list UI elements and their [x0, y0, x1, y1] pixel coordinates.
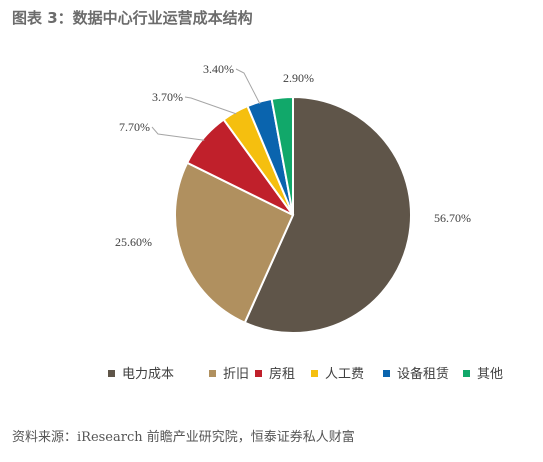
data-label-5: 3.40% — [203, 62, 234, 76]
legend: 电力成本 折旧 房租 人工费 设备租赁 其他 — [108, 366, 503, 382]
leader-line-3 — [151, 126, 205, 141]
data-label-4: 3.70% — [152, 90, 183, 104]
legend-swatch-6 — [463, 370, 470, 377]
leader-line-5 — [235, 68, 261, 105]
legend-label-2: 折旧 — [223, 367, 249, 382]
source-note: 资料来源：iResearch 前瞻产业研究院，恒泰证券私人财富 — [12, 430, 355, 445]
data-label-3: 7.70% — [119, 120, 150, 134]
legend-label-6: 其他 — [477, 367, 503, 382]
legend-swatch-3 — [255, 370, 262, 377]
data-labels: 56.70% 25.60% 7.70% 3.70% 3.40% 2.90% — [115, 62, 471, 249]
legend-swatch-4 — [311, 370, 318, 377]
legend-swatch-1 — [108, 370, 115, 377]
legend-label-5: 设备租赁 — [397, 366, 449, 382]
legend-swatch-2 — [209, 370, 216, 377]
data-label-6: 2.90% — [283, 71, 314, 85]
leader-lines — [151, 68, 261, 141]
legend-label-4: 人工费 — [325, 367, 364, 382]
legend-label-1: 电力成本 — [122, 367, 174, 382]
leader-line-4 — [184, 96, 237, 115]
data-label-1: 56.70% — [434, 211, 471, 225]
legend-swatch-5 — [383, 370, 390, 377]
pie-slice-6 — [270, 95, 294, 216]
pie-slices — [174, 95, 412, 334]
pie-slice-2 — [174, 161, 295, 325]
chart-title: 图表 3：数据中心行业运营成本结构 — [12, 9, 253, 27]
data-label-2: 25.60% — [115, 235, 152, 249]
pie-slice-1 — [243, 95, 412, 334]
legend-label-3: 房租 — [269, 366, 295, 382]
